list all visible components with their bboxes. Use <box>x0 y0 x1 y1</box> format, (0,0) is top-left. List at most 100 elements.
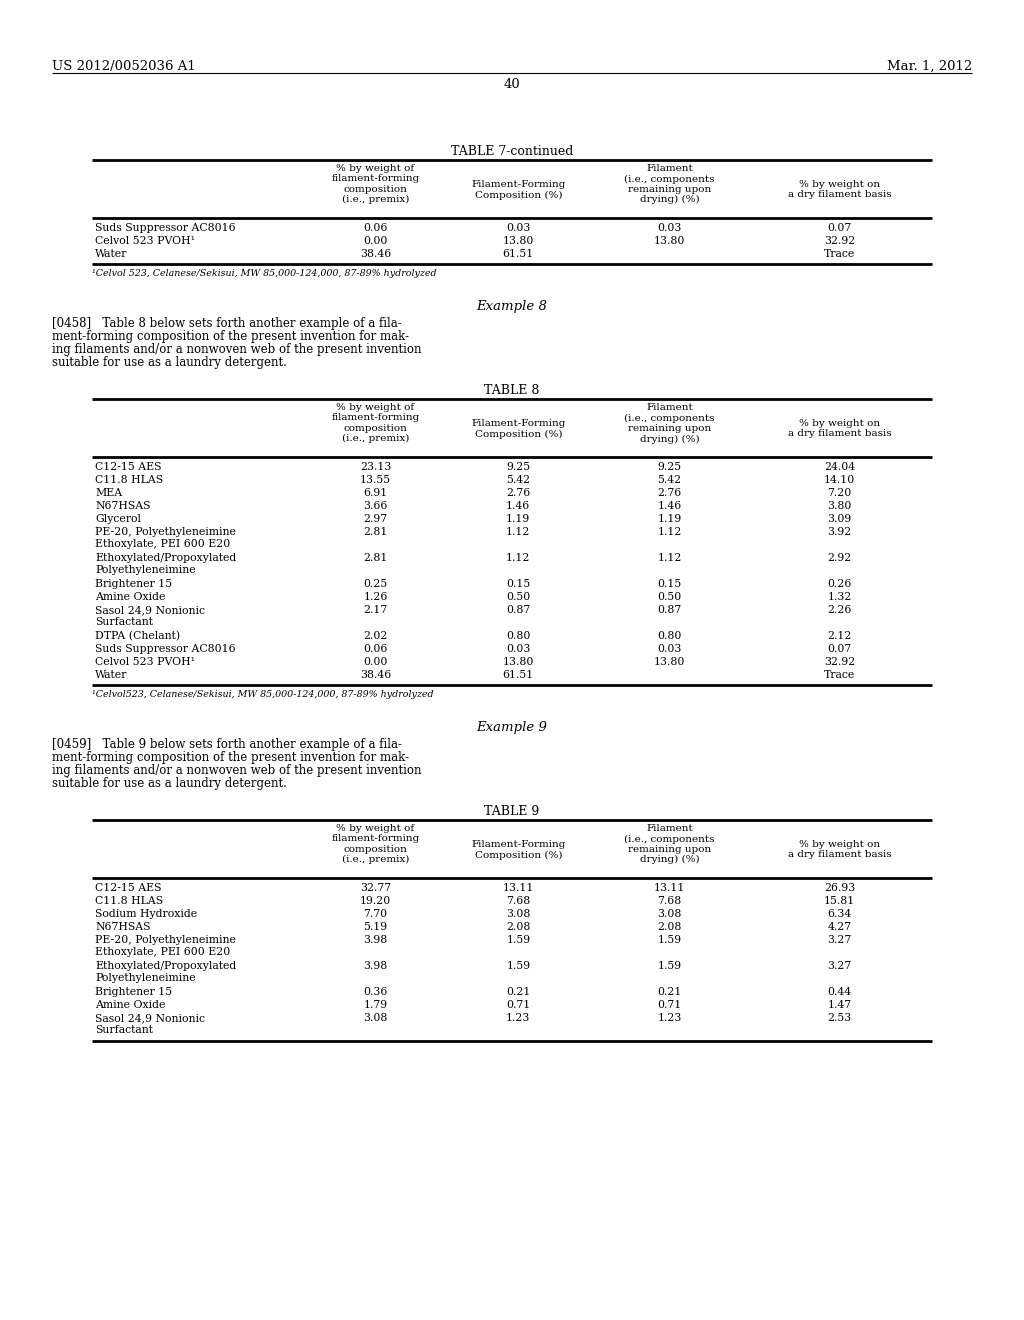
Text: C12-15 AES: C12-15 AES <box>95 462 162 473</box>
Text: % by weight on
a dry filament basis: % by weight on a dry filament basis <box>787 418 892 438</box>
Text: 13.11: 13.11 <box>503 883 534 894</box>
Text: 2.92: 2.92 <box>827 553 852 564</box>
Text: 0.50: 0.50 <box>657 591 682 602</box>
Text: 9.25: 9.25 <box>506 462 530 473</box>
Text: US 2012/0052036 A1: US 2012/0052036 A1 <box>52 59 196 73</box>
Text: 61.51: 61.51 <box>503 671 534 680</box>
Text: % by weight of
filament-forming
composition
(i.e., premix): % by weight of filament-forming composit… <box>332 824 420 865</box>
Text: 0.00: 0.00 <box>364 657 388 667</box>
Text: 0.26: 0.26 <box>827 579 852 589</box>
Text: Trace: Trace <box>824 249 855 259</box>
Text: 0.07: 0.07 <box>827 223 852 234</box>
Text: Amine Oxide: Amine Oxide <box>95 591 165 602</box>
Text: 26.93: 26.93 <box>824 883 855 894</box>
Text: ing filaments and/or a nonwoven web of the present invention: ing filaments and/or a nonwoven web of t… <box>52 343 422 356</box>
Text: 0.87: 0.87 <box>657 605 682 615</box>
Text: 2.17: 2.17 <box>364 605 388 615</box>
Text: 1.26: 1.26 <box>364 591 388 602</box>
Text: 2.76: 2.76 <box>506 488 530 498</box>
Text: 0.00: 0.00 <box>364 236 388 246</box>
Text: 4.27: 4.27 <box>827 921 852 932</box>
Text: 3.27: 3.27 <box>827 935 852 945</box>
Text: N67HSAS: N67HSAS <box>95 502 151 511</box>
Text: 0.50: 0.50 <box>506 591 530 602</box>
Text: 1.59: 1.59 <box>657 935 682 945</box>
Text: N67HSAS: N67HSAS <box>95 921 151 932</box>
Text: 0.25: 0.25 <box>364 579 388 589</box>
Text: 0.15: 0.15 <box>657 579 682 589</box>
Text: 6.91: 6.91 <box>364 488 388 498</box>
Text: 1.19: 1.19 <box>506 513 530 524</box>
Text: 1.12: 1.12 <box>506 553 530 564</box>
Text: 2.81: 2.81 <box>364 553 388 564</box>
Text: 13.80: 13.80 <box>653 236 685 246</box>
Text: Water: Water <box>95 671 127 680</box>
Text: 3.08: 3.08 <box>364 1012 388 1023</box>
Text: 14.10: 14.10 <box>824 475 855 484</box>
Text: 32.92: 32.92 <box>824 236 855 246</box>
Text: 3.27: 3.27 <box>827 961 852 972</box>
Text: 3.08: 3.08 <box>506 909 530 919</box>
Text: 2.53: 2.53 <box>827 1012 852 1023</box>
Text: 2.02: 2.02 <box>364 631 388 642</box>
Text: TABLE 9: TABLE 9 <box>484 805 540 818</box>
Text: 40: 40 <box>504 78 520 91</box>
Text: PE-20, Polyethyleneimine
Ethoxylate, PEI 600 E20: PE-20, Polyethyleneimine Ethoxylate, PEI… <box>95 935 236 957</box>
Text: 0.80: 0.80 <box>657 631 682 642</box>
Text: Sasol 24,9 Nonionic
Surfactant: Sasol 24,9 Nonionic Surfactant <box>95 605 205 627</box>
Text: 1.46: 1.46 <box>657 502 682 511</box>
Text: MEA: MEA <box>95 488 122 498</box>
Text: 32.92: 32.92 <box>824 657 855 667</box>
Text: suitable for use as a laundry detergent.: suitable for use as a laundry detergent. <box>52 777 287 789</box>
Text: Filament-Forming
Composition (%): Filament-Forming Composition (%) <box>471 840 565 859</box>
Text: 1.47: 1.47 <box>827 1001 852 1010</box>
Text: 3.09: 3.09 <box>827 513 852 524</box>
Text: 1.59: 1.59 <box>657 961 682 972</box>
Text: 0.03: 0.03 <box>657 223 682 234</box>
Text: 1.59: 1.59 <box>506 935 530 945</box>
Text: 1.59: 1.59 <box>506 961 530 972</box>
Text: 0.71: 0.71 <box>657 1001 682 1010</box>
Text: 1.12: 1.12 <box>506 527 530 537</box>
Text: % by weight on
a dry filament basis: % by weight on a dry filament basis <box>787 840 892 859</box>
Text: 15.81: 15.81 <box>824 896 855 906</box>
Text: 0.87: 0.87 <box>506 605 530 615</box>
Text: 9.25: 9.25 <box>657 462 682 473</box>
Text: [0459]   Table 9 below sets forth another example of a fila-: [0459] Table 9 below sets forth another … <box>52 738 402 751</box>
Text: 6.34: 6.34 <box>827 909 852 919</box>
Text: 3.92: 3.92 <box>827 527 852 537</box>
Text: 0.71: 0.71 <box>506 1001 530 1010</box>
Text: Filament-Forming
Composition (%): Filament-Forming Composition (%) <box>471 418 565 438</box>
Text: 1.23: 1.23 <box>657 1012 682 1023</box>
Text: 13.55: 13.55 <box>360 475 391 484</box>
Text: 38.46: 38.46 <box>359 671 391 680</box>
Text: 2.08: 2.08 <box>657 921 682 932</box>
Text: 32.77: 32.77 <box>360 883 391 894</box>
Text: 0.44: 0.44 <box>827 987 852 997</box>
Text: Mar. 1, 2012: Mar. 1, 2012 <box>887 59 972 73</box>
Text: 0.03: 0.03 <box>506 644 530 653</box>
Text: Ethoxylated/Propoxylated
Polyethyleneimine: Ethoxylated/Propoxylated Polyethyleneimi… <box>95 553 237 574</box>
Text: 23.13: 23.13 <box>359 462 391 473</box>
Text: ¹Celvol 523, Celanese/Sekisui, MW 85,000-124,000, 87-89% hydrolyzed: ¹Celvol 523, Celanese/Sekisui, MW 85,000… <box>92 269 436 279</box>
Text: 13.80: 13.80 <box>503 657 534 667</box>
Text: 2.12: 2.12 <box>827 631 852 642</box>
Text: 1.79: 1.79 <box>364 1001 387 1010</box>
Text: 0.03: 0.03 <box>506 223 530 234</box>
Text: 0.21: 0.21 <box>506 987 530 997</box>
Text: 0.06: 0.06 <box>364 644 388 653</box>
Text: 1.12: 1.12 <box>657 553 682 564</box>
Text: C11.8 HLAS: C11.8 HLAS <box>95 475 163 484</box>
Text: Filament
(i.e., components
remaining upon
drying) (%): Filament (i.e., components remaining upo… <box>625 824 715 865</box>
Text: Suds Suppressor AC8016: Suds Suppressor AC8016 <box>95 223 236 234</box>
Text: 24.04: 24.04 <box>824 462 855 473</box>
Text: Celvol 523 PVOH¹: Celvol 523 PVOH¹ <box>95 657 195 667</box>
Text: 3.80: 3.80 <box>827 502 852 511</box>
Text: Ethoxylated/Propoxylated
Polyethyleneimine: Ethoxylated/Propoxylated Polyethyleneimi… <box>95 961 237 982</box>
Text: 0.03: 0.03 <box>657 644 682 653</box>
Text: Trace: Trace <box>824 671 855 680</box>
Text: PE-20, Polyethyleneimine
Ethoxylate, PEI 600 E20: PE-20, Polyethyleneimine Ethoxylate, PEI… <box>95 527 236 549</box>
Text: 13.11: 13.11 <box>653 883 685 894</box>
Text: ¹Celvol523, Celanese/Sekisui, MW 85,000-124,000, 87-89% hydrolyzed: ¹Celvol523, Celanese/Sekisui, MW 85,000-… <box>92 690 433 700</box>
Text: 1.19: 1.19 <box>657 513 682 524</box>
